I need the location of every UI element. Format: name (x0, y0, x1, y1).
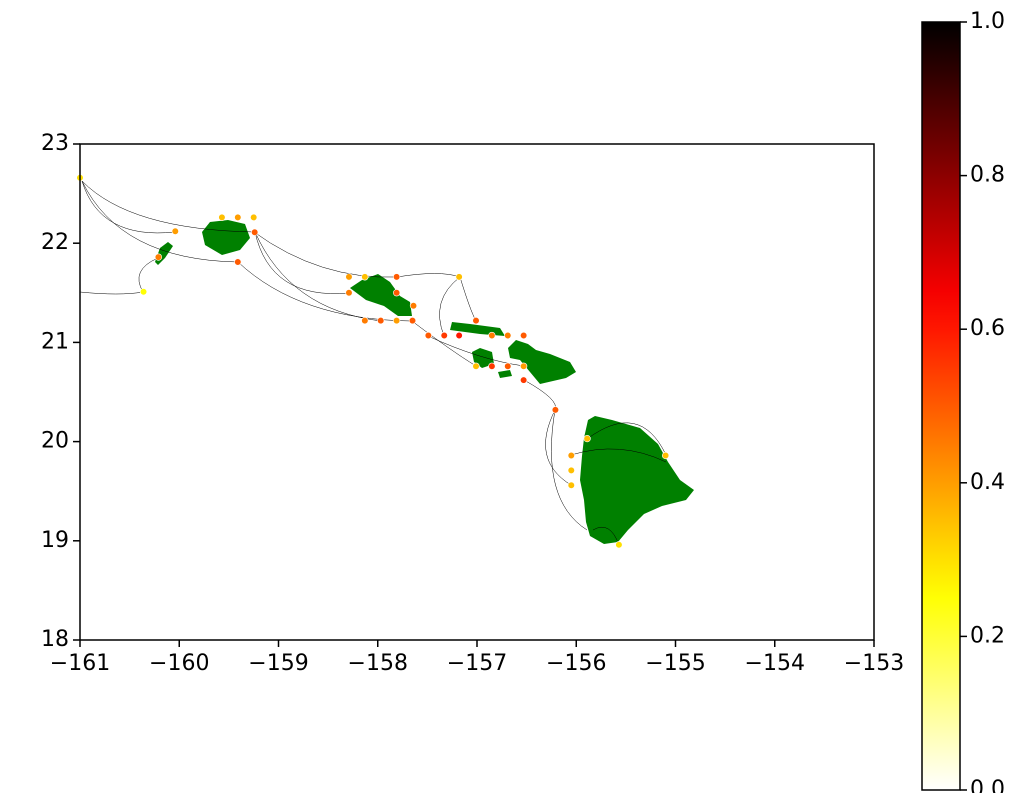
colorbar-tick-label: 0.8 (970, 163, 1005, 188)
colorbar-tick-label: 1.0 (970, 9, 1005, 34)
y-tick-label: 18 (41, 627, 69, 652)
arrow (81, 180, 256, 233)
point (393, 273, 401, 281)
arrow (592, 526, 620, 546)
point (393, 289, 401, 297)
point (218, 213, 226, 222)
island (202, 220, 250, 255)
point (234, 213, 242, 222)
point (345, 273, 353, 281)
point (583, 435, 591, 443)
point (567, 481, 575, 489)
x-tick-label: −160 (149, 651, 209, 676)
point (250, 213, 258, 222)
arrow (570, 448, 667, 463)
point (567, 451, 575, 460)
point (234, 258, 242, 266)
point (615, 541, 623, 549)
point (520, 376, 528, 384)
point (455, 331, 463, 340)
arrow (81, 180, 176, 234)
point (440, 331, 448, 340)
y-tick-label: 23 (41, 131, 69, 156)
arrow (523, 379, 556, 411)
point (408, 316, 417, 325)
island (508, 340, 576, 384)
colorbar-tick-label: 0.0 (970, 777, 1005, 793)
arrow (411, 320, 477, 367)
arrow (439, 276, 461, 337)
x-tick-label: −161 (50, 651, 110, 676)
colorbar-tick-label: 0.6 (970, 316, 1005, 341)
plot-frame (79, 143, 875, 641)
point (520, 362, 528, 370)
point (488, 331, 496, 340)
point (345, 289, 353, 297)
y-tick-label: 21 (41, 329, 69, 354)
islands (155, 220, 694, 544)
point (377, 316, 385, 325)
x-tick-label: −155 (645, 651, 705, 676)
point (520, 331, 528, 340)
island (350, 274, 412, 316)
point (251, 228, 259, 236)
point (488, 362, 496, 370)
arrow (237, 261, 413, 322)
arrow (138, 257, 159, 293)
point (393, 316, 401, 325)
arrow (545, 409, 572, 486)
point (361, 273, 369, 281)
points (76, 174, 670, 549)
y-tick-label: 19 (41, 528, 69, 553)
point (361, 316, 369, 325)
arrow (396, 273, 461, 278)
colorbar-tick-label: 0.4 (970, 470, 1005, 495)
island (498, 370, 512, 378)
point (139, 288, 148, 296)
point (171, 227, 179, 235)
point (409, 302, 418, 310)
arrow (586, 422, 667, 456)
island (155, 242, 173, 265)
x-tick-label: −159 (248, 651, 308, 676)
x-tick-label: −157 (447, 651, 507, 676)
point (472, 316, 480, 325)
x-tick-label: −156 (546, 651, 606, 676)
x-tick-label: −158 (348, 651, 408, 676)
point (504, 362, 512, 370)
arrow (81, 180, 239, 263)
point (551, 406, 560, 414)
y-tick-label: 20 (41, 429, 69, 454)
point (455, 273, 463, 281)
colorbar (921, 21, 961, 791)
point (504, 331, 512, 340)
point (661, 451, 670, 460)
arrow (427, 335, 525, 367)
x-tick-label: −153 (844, 651, 904, 676)
arrow (79, 291, 144, 295)
y-tick-label: 22 (41, 230, 69, 255)
arrow (254, 231, 350, 294)
arrow (253, 231, 398, 278)
arrow (254, 231, 382, 322)
point (567, 466, 575, 474)
point (472, 362, 480, 370)
arrow (459, 276, 477, 322)
arrow (551, 409, 588, 531)
island (580, 416, 694, 544)
colorbar-tick-label: 0.2 (970, 623, 1005, 648)
point (424, 331, 432, 340)
point (154, 253, 163, 261)
x-tick-label: −154 (745, 651, 805, 676)
arrows (79, 180, 667, 546)
